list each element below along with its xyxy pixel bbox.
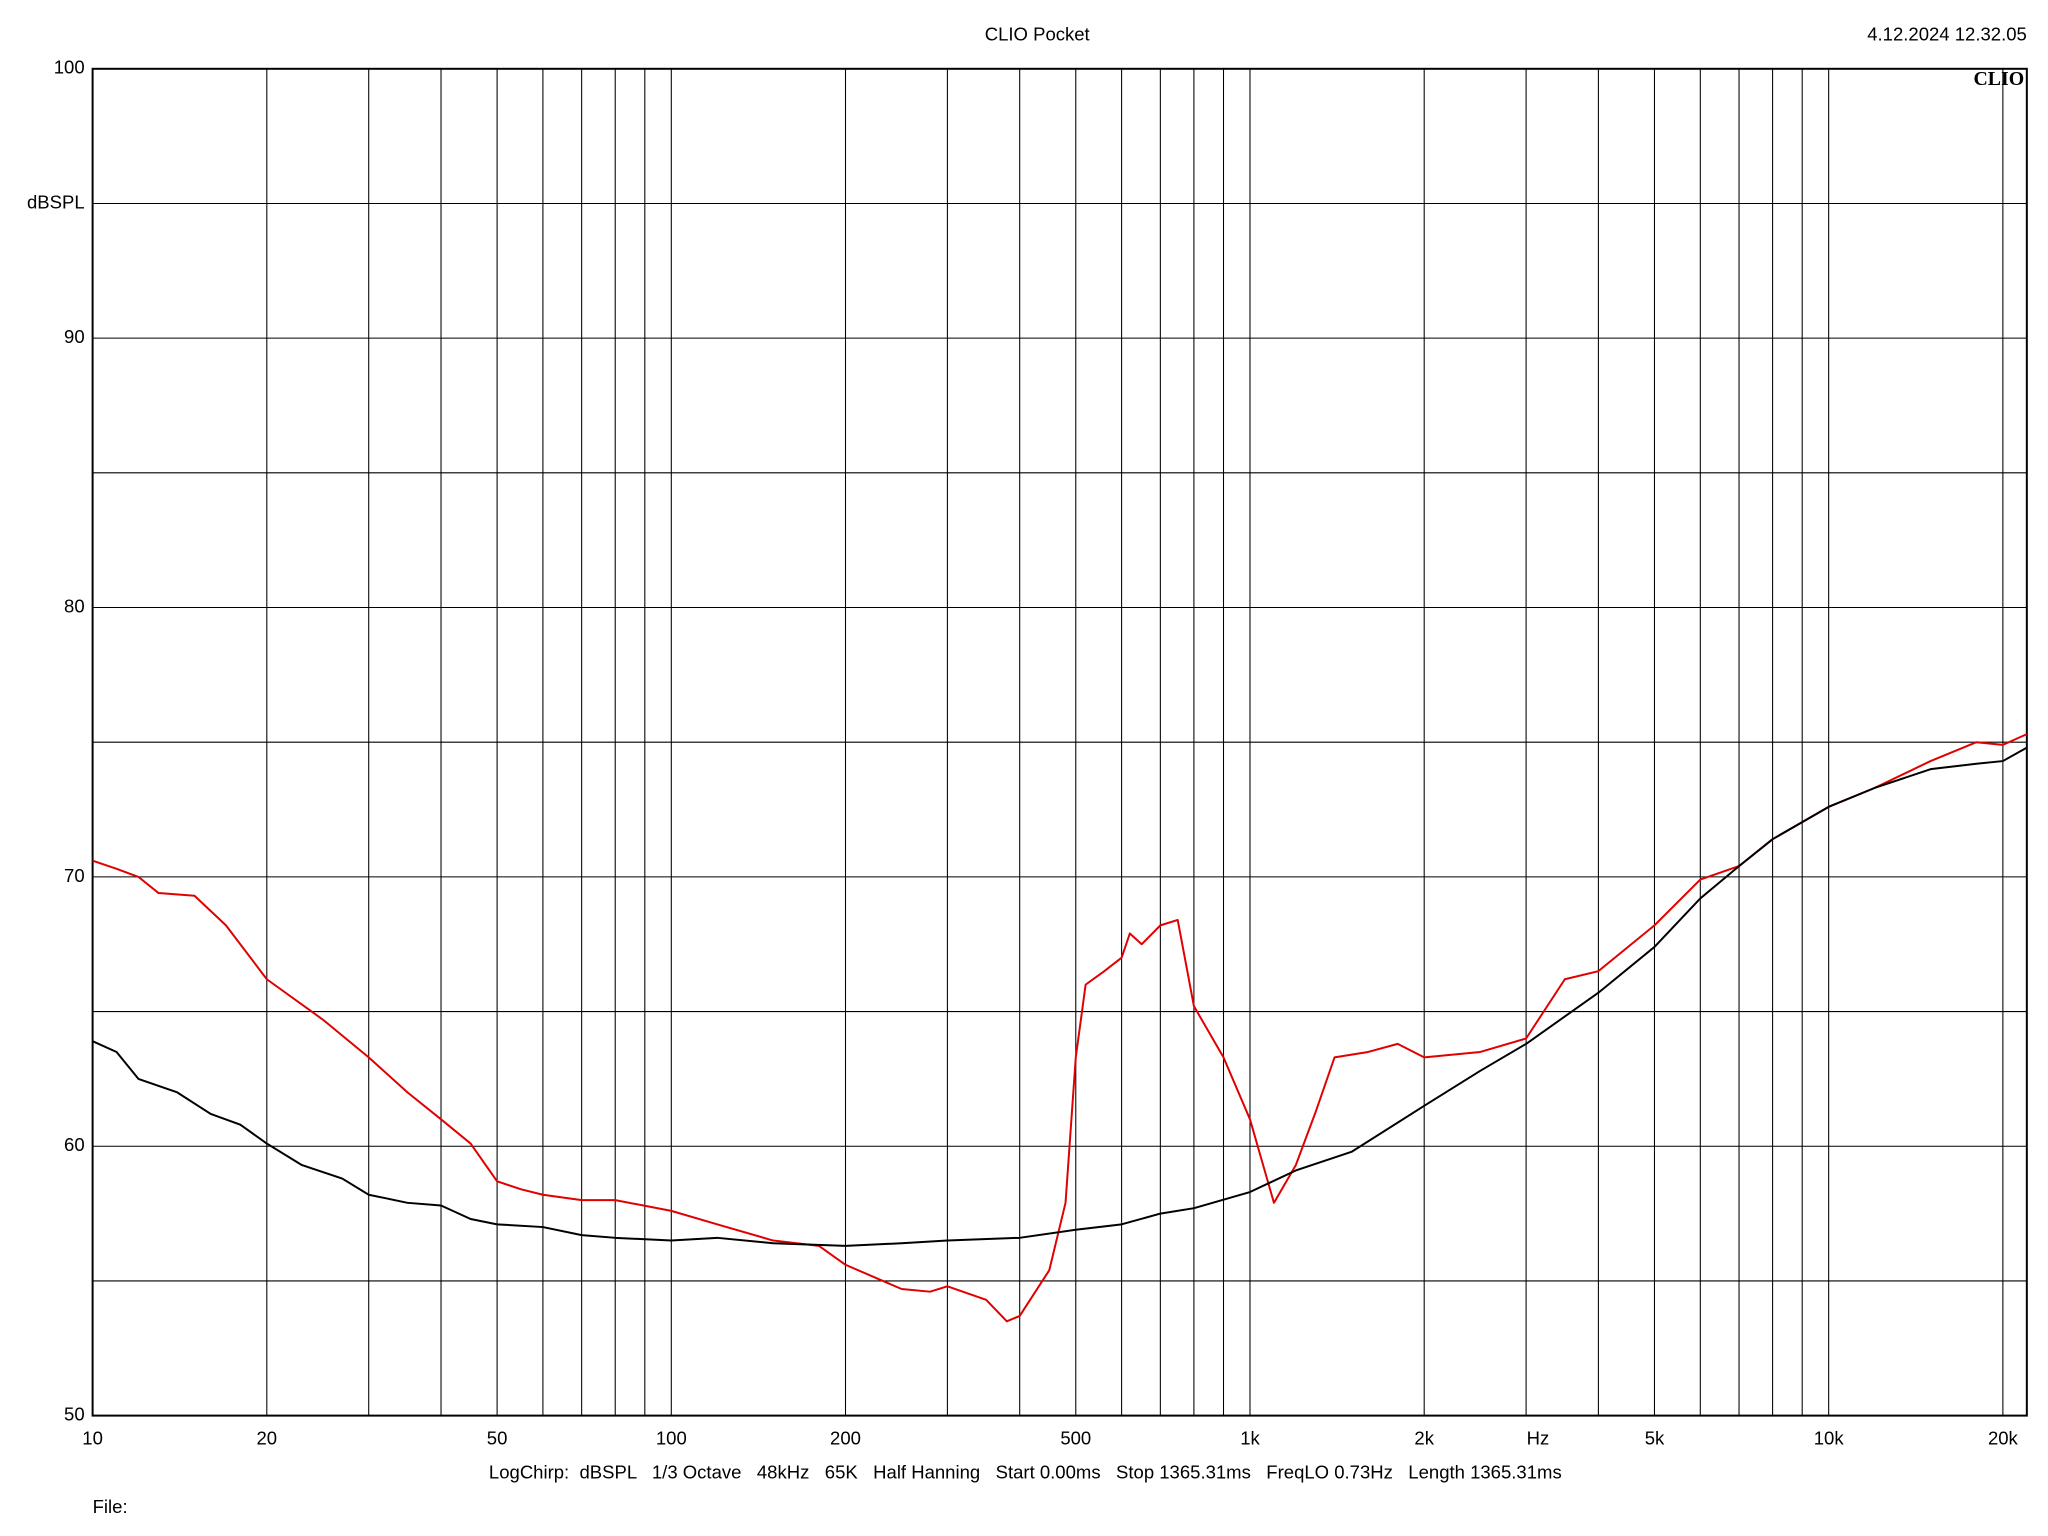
x-axis-label: Hz — [1527, 1427, 1550, 1448]
x-tick-label: 200 — [830, 1427, 861, 1448]
y-tick-label: 50 — [64, 1403, 85, 1424]
x-tick-label: 20k — [1988, 1427, 2019, 1448]
plot-frame — [91, 67, 2028, 1417]
x-tick-label: 100 — [656, 1427, 687, 1448]
x-tick-label: 1k — [1240, 1427, 1260, 1448]
x-tick-label: 10 — [82, 1427, 103, 1448]
y-tick-label: 100 — [54, 57, 85, 78]
x-tick-label: 20 — [257, 1427, 278, 1448]
y-tick-label: 70 — [64, 865, 85, 886]
y-tick-label: 90 — [64, 326, 85, 347]
x-tick-label: 500 — [1060, 1427, 1091, 1448]
x-tick-label: 50 — [487, 1427, 508, 1448]
y-tick-label: 60 — [64, 1134, 85, 1155]
logo: CLIO — [1973, 68, 2024, 90]
x-tick-label: 5k — [1645, 1427, 1665, 1448]
chart-title: CLIO Pocket — [985, 24, 1091, 45]
timestamp: 4.12.2024 12.32.05 — [1867, 24, 2027, 45]
settings-line: LogChirp: dBSPL 1/3 Octave 48kHz 65K Hal… — [489, 1462, 1562, 1483]
series-line — [92, 746, 2028, 1247]
y-axis-label: dBSPL — [27, 191, 85, 212]
series-line — [92, 733, 2028, 1323]
x-tick-label: 10k — [1814, 1427, 1845, 1448]
y-tick-label: 80 — [64, 595, 85, 616]
file-label: File: — [93, 1496, 128, 1517]
x-tick-label: 2k — [1414, 1427, 1434, 1448]
